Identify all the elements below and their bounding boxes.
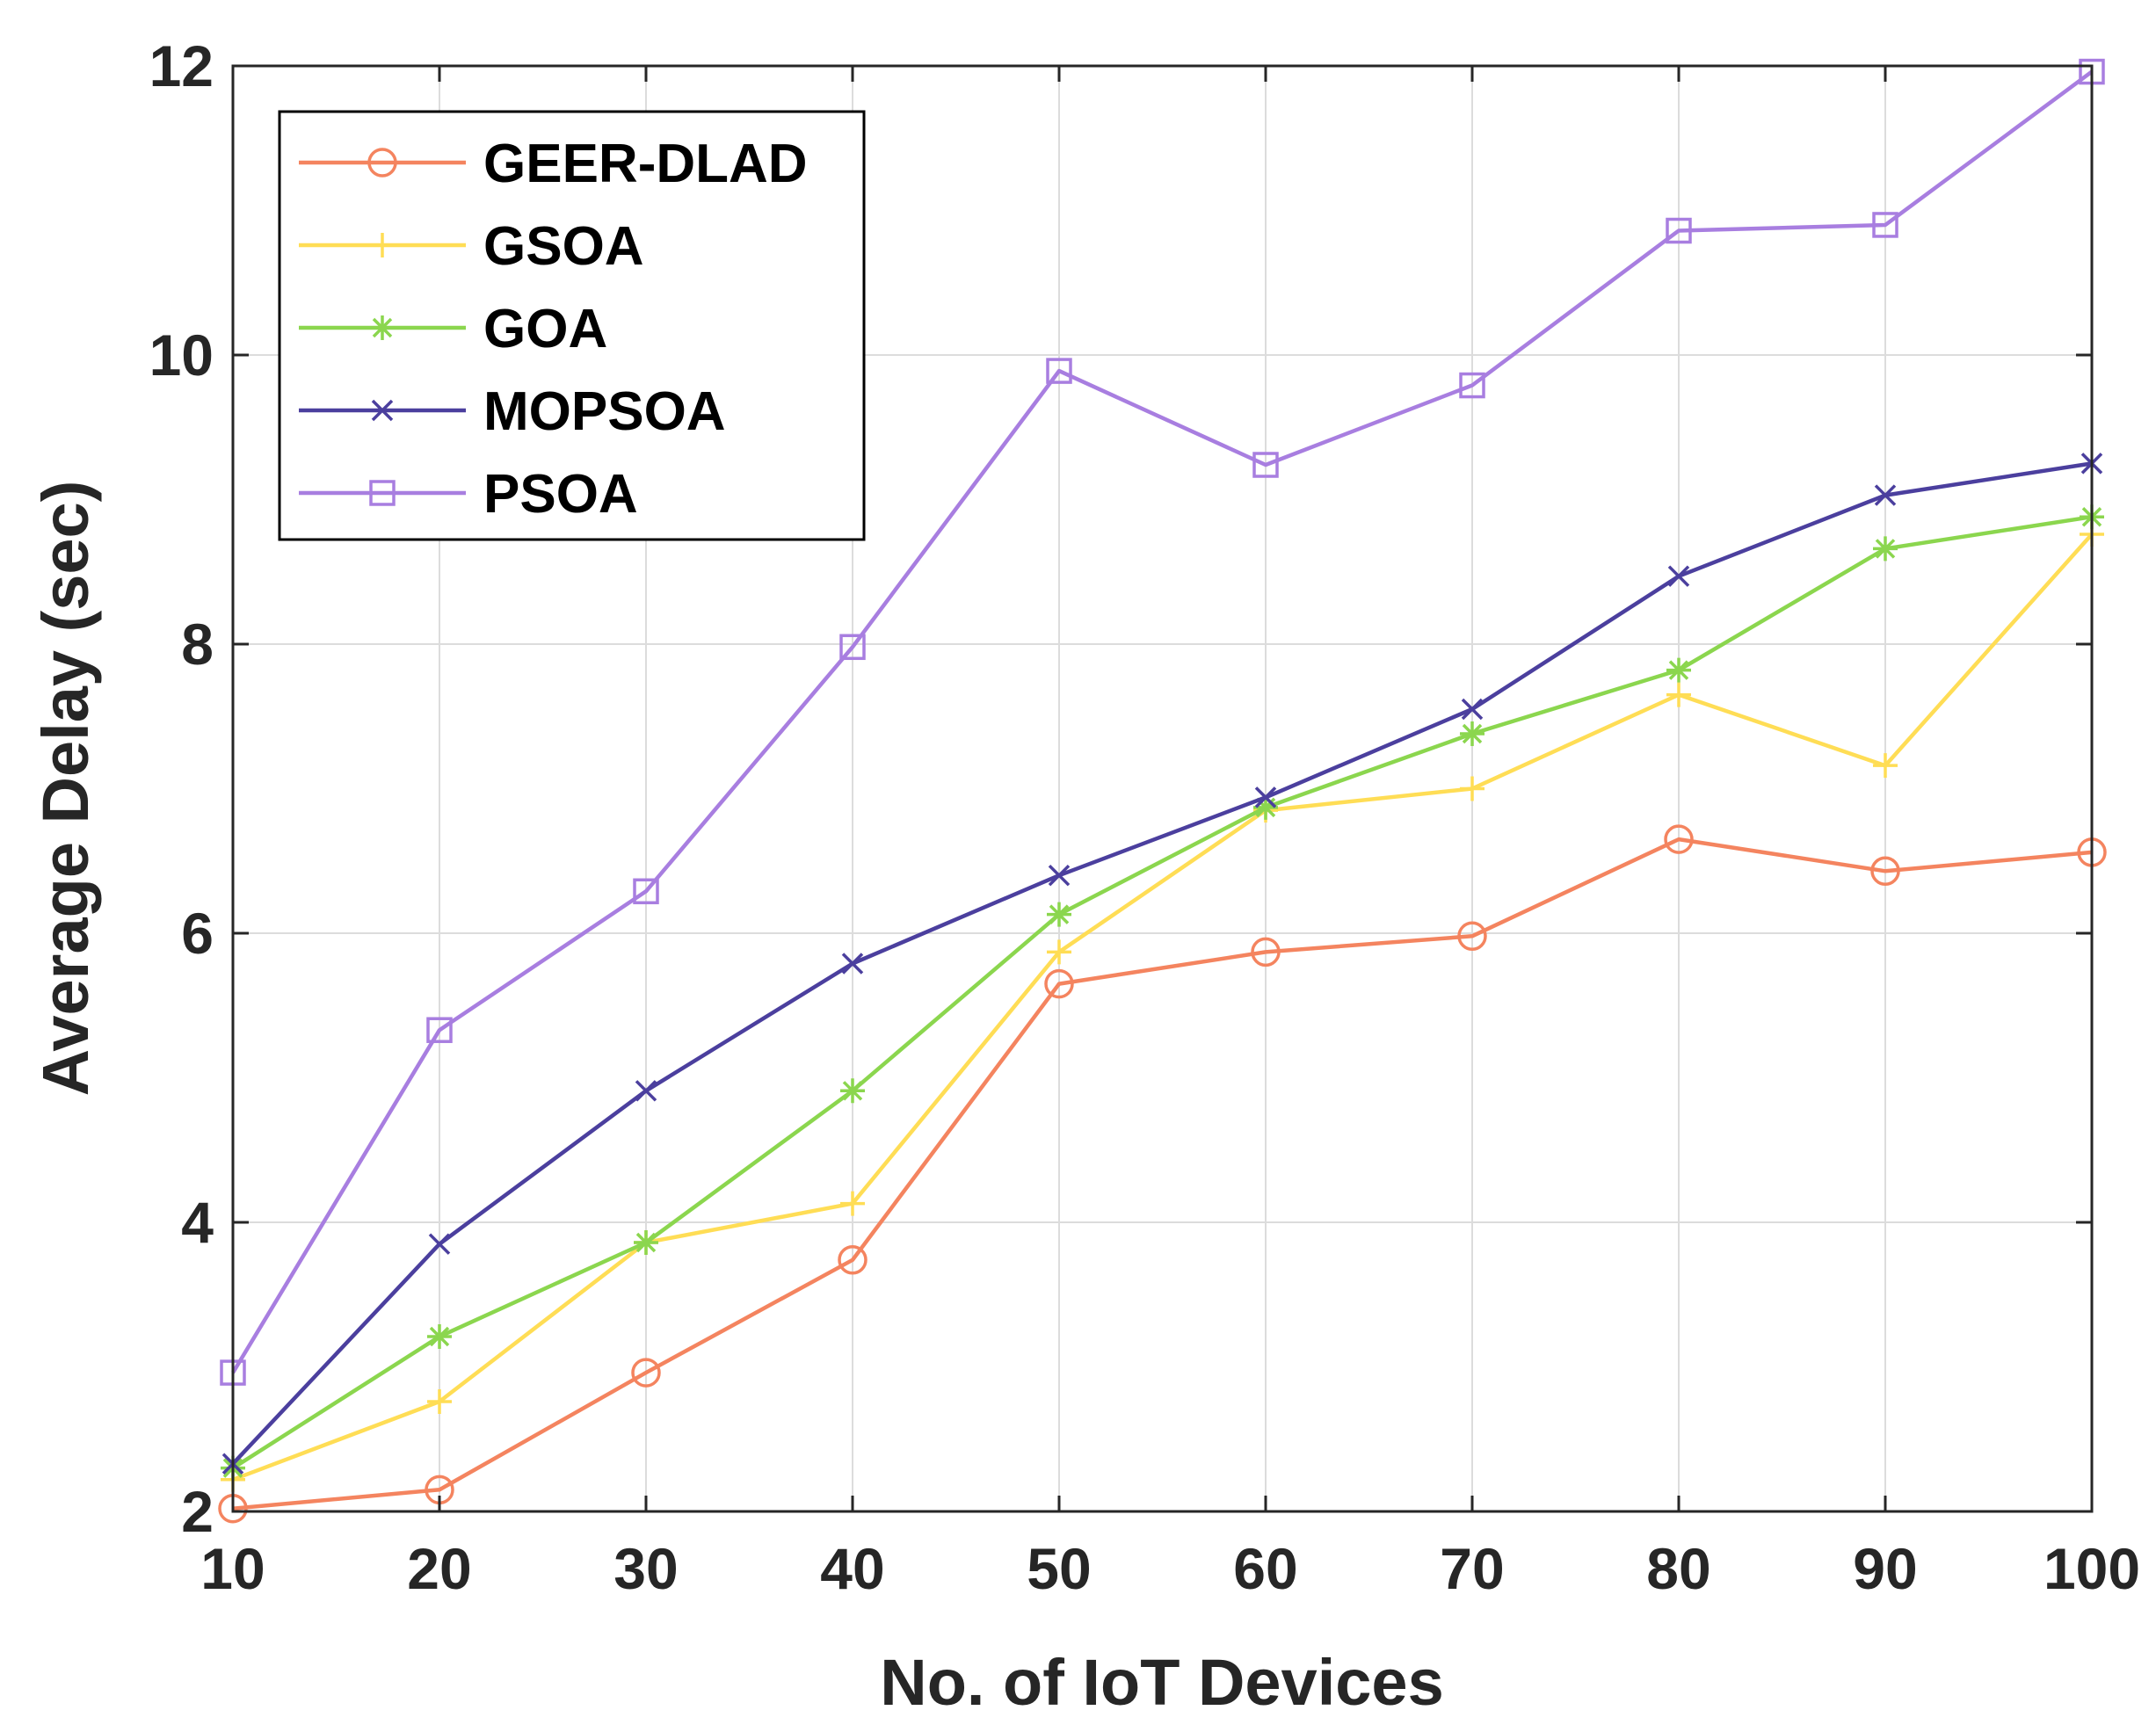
y-tick-label: 8 [181, 612, 214, 677]
data-point-goa [634, 1230, 658, 1256]
data-point-psoa [1252, 452, 1279, 478]
legend-item-gsoa: GSOA [299, 216, 644, 277]
x-tick-label: 50 [1027, 1536, 1091, 1601]
y-tick-label: 4 [181, 1190, 214, 1255]
legend: GEER-DLAD GSOA GOA MOPSOA PSOA [278, 110, 866, 541]
legend-marker-geer-dlad [367, 148, 397, 178]
series-goa [221, 504, 2104, 1481]
legend-marker-gsoa [370, 233, 395, 257]
data-point-goa [1253, 794, 1278, 820]
ticks [231, 64, 2094, 1513]
x-tick-label: 80 [1646, 1536, 1710, 1601]
data-point-mopsoa [1667, 565, 1690, 587]
legend-label-geer-dlad: GEER-DLAD [483, 134, 808, 194]
y-tick-label: 6 [181, 901, 214, 966]
data-point-goa [1460, 721, 1485, 746]
data-point-gsoa [1047, 939, 1071, 965]
data-point-goa [1047, 902, 1071, 927]
series-line-goa [231, 514, 2093, 1470]
data-point-gsoa [427, 1388, 452, 1414]
data-point-psoa [426, 1017, 453, 1043]
data-point-mopsoa [1461, 698, 1484, 721]
series-line-psoa [231, 69, 2094, 1374]
legend-label-goa: GOA [483, 299, 607, 359]
data-point-psoa [839, 634, 866, 661]
data-point-mopsoa [1874, 484, 1897, 506]
axes-box [231, 64, 2094, 1513]
legend-box [278, 110, 866, 541]
data-point-mopsoa [841, 953, 864, 975]
gridlines [233, 66, 2092, 1511]
data-point-gsoa [840, 1191, 865, 1216]
data-point-mopsoa [1254, 786, 1277, 808]
data-point-geer-dlad [838, 1245, 867, 1275]
data-point-psoa [633, 878, 659, 905]
data-point-geer-dlad [1044, 968, 1074, 999]
data-point-geer-dlad [1251, 937, 1281, 967]
legend-item-geer-dlad: GEER-DLAD [299, 134, 808, 194]
x-axis-title: No. of IoT Devices [880, 1646, 1443, 1719]
series-line-mopsoa [231, 461, 2093, 1466]
data-point-geer-dlad [1870, 856, 1900, 887]
legend-item-psoa: PSOA [299, 464, 638, 525]
y-tick-label: 12 [149, 33, 214, 98]
series-layer [218, 58, 2107, 1524]
y-tick-label: 2 [181, 1479, 214, 1544]
data-point-psoa [1459, 372, 1485, 399]
data-point-mopsoa [428, 1233, 451, 1255]
legend-marker-mopsoa [371, 399, 394, 422]
axes [231, 64, 2094, 1513]
data-point-goa [840, 1078, 865, 1104]
data-point-geer-dlad [631, 1358, 661, 1388]
data-point-psoa [1872, 212, 1898, 238]
x-tick-label: 100 [2043, 1536, 2140, 1601]
series-geer-dlad [218, 824, 2107, 1524]
legend-label-gsoa: GSOA [483, 216, 644, 277]
legend-item-mopsoa: MOPSOA [299, 381, 726, 442]
data-point-geer-dlad [1457, 921, 1487, 952]
legend-label-mopsoa: MOPSOA [483, 381, 726, 442]
x-tick-label: 40 [820, 1536, 884, 1601]
data-point-mopsoa [635, 1080, 657, 1102]
data-point-gsoa [1460, 776, 1485, 801]
data-point-goa [1666, 657, 1691, 683]
y-axis-title: Average Delay (sec) [29, 481, 102, 1097]
legend-item-goa: GOA [299, 299, 607, 359]
tick-labels: 10 20 30 40 50 60 70 80 90 100 2 4 6 8 10 12 [149, 33, 2140, 1601]
x-tick-label: 60 [1233, 1536, 1297, 1601]
series-line-gsoa [232, 533, 2094, 1482]
x-tick-label: 30 [613, 1536, 678, 1601]
data-point-psoa [1046, 358, 1072, 384]
y-tick-label: 10 [149, 322, 214, 388]
x-tick-label: 10 [200, 1536, 265, 1601]
legend-marker-goa [370, 315, 395, 340]
data-point-goa [1873, 536, 1898, 562]
data-point-gsoa [1873, 753, 1898, 779]
legend-label-psoa: PSOA [483, 464, 638, 525]
series-line-geer-dlad [232, 837, 2093, 1511]
data-point-mopsoa [1048, 864, 1071, 887]
x-tick-label: 20 [407, 1536, 471, 1601]
data-point-gsoa [1666, 682, 1691, 707]
x-tick-label: 90 [1853, 1536, 1917, 1601]
x-tick-label: 70 [1440, 1536, 1504, 1601]
data-point-geer-dlad [1664, 824, 1694, 854]
data-point-goa [427, 1323, 452, 1349]
legend-marker-psoa [369, 480, 396, 506]
data-point-psoa [1666, 217, 1692, 244]
